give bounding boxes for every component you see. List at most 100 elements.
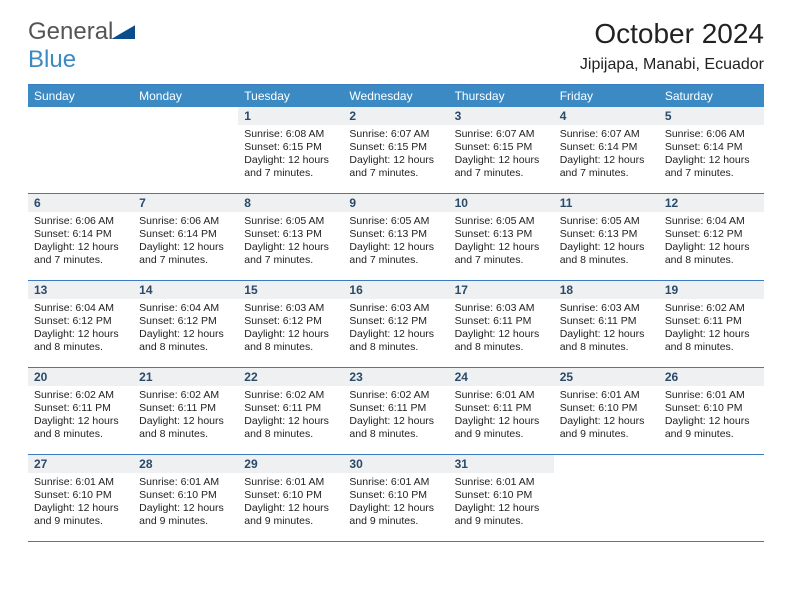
- sunrise-text: Sunrise: 6:01 AM: [139, 476, 232, 489]
- sunrise-text: Sunrise: 6:07 AM: [455, 128, 548, 141]
- daylight-text: Daylight: 12 hours and 8 minutes.: [455, 328, 548, 354]
- sunset-text: Sunset: 6:15 PM: [349, 141, 442, 154]
- daylight-text: Daylight: 12 hours and 9 minutes.: [665, 415, 758, 441]
- logo-triangle-icon: [111, 25, 135, 39]
- sunset-text: Sunset: 6:11 PM: [349, 402, 442, 415]
- day-number: 28: [133, 455, 238, 473]
- sunset-text: Sunset: 6:13 PM: [244, 228, 337, 241]
- sunset-text: Sunset: 6:10 PM: [139, 489, 232, 502]
- week-row: 6Sunrise: 6:06 AMSunset: 6:14 PMDaylight…: [28, 194, 764, 281]
- sunrise-text: Sunrise: 6:02 AM: [244, 389, 337, 402]
- sunrise-text: Sunrise: 6:02 AM: [34, 389, 127, 402]
- day-number: 14: [133, 281, 238, 299]
- daylight-text: Daylight: 12 hours and 9 minutes.: [455, 415, 548, 441]
- daylight-text: Daylight: 12 hours and 8 minutes.: [560, 328, 653, 354]
- day-number: 3: [449, 107, 554, 125]
- day-body: Sunrise: 6:05 AMSunset: 6:13 PMDaylight:…: [554, 212, 659, 272]
- sunrise-text: Sunrise: 6:06 AM: [665, 128, 758, 141]
- daylight-text: Daylight: 12 hours and 7 minutes.: [244, 241, 337, 267]
- day-cell: 3Sunrise: 6:07 AMSunset: 6:15 PMDaylight…: [449, 107, 554, 193]
- day-body: Sunrise: 6:01 AMSunset: 6:10 PMDaylight:…: [659, 386, 764, 446]
- day-body: Sunrise: 6:08 AMSunset: 6:15 PMDaylight:…: [238, 125, 343, 185]
- daylight-text: Daylight: 12 hours and 8 minutes.: [560, 241, 653, 267]
- day-body: Sunrise: 6:04 AMSunset: 6:12 PMDaylight:…: [28, 299, 133, 359]
- day-body: Sunrise: 6:02 AMSunset: 6:11 PMDaylight:…: [28, 386, 133, 446]
- day-body: Sunrise: 6:01 AMSunset: 6:10 PMDaylight:…: [554, 386, 659, 446]
- day-number: 7: [133, 194, 238, 212]
- day-body: Sunrise: 6:03 AMSunset: 6:12 PMDaylight:…: [343, 299, 448, 359]
- day-cell: 29Sunrise: 6:01 AMSunset: 6:10 PMDayligh…: [238, 455, 343, 541]
- sunrise-text: Sunrise: 6:03 AM: [455, 302, 548, 315]
- day-number: 29: [238, 455, 343, 473]
- dayheader: Tuesday: [238, 85, 343, 107]
- daylight-text: Daylight: 12 hours and 9 minutes.: [34, 502, 127, 528]
- day-cell: 17Sunrise: 6:03 AMSunset: 6:11 PMDayligh…: [449, 281, 554, 367]
- daylight-text: Daylight: 12 hours and 8 minutes.: [34, 328, 127, 354]
- calendar: SundayMondayTuesdayWednesdayThursdayFrid…: [28, 84, 764, 542]
- day-number: 31: [449, 455, 554, 473]
- day-number: 11: [554, 194, 659, 212]
- sunrise-text: Sunrise: 6:07 AM: [349, 128, 442, 141]
- day-number: 18: [554, 281, 659, 299]
- daylight-text: Daylight: 12 hours and 7 minutes.: [349, 241, 442, 267]
- day-number: 6: [28, 194, 133, 212]
- sunset-text: Sunset: 6:15 PM: [455, 141, 548, 154]
- sunrise-text: Sunrise: 6:01 AM: [455, 476, 548, 489]
- day-number: 27: [28, 455, 133, 473]
- day-cell: 13Sunrise: 6:04 AMSunset: 6:12 PMDayligh…: [28, 281, 133, 367]
- day-cell: 24Sunrise: 6:01 AMSunset: 6:11 PMDayligh…: [449, 368, 554, 454]
- daylight-text: Daylight: 12 hours and 8 minutes.: [349, 415, 442, 441]
- day-body: Sunrise: 6:01 AMSunset: 6:10 PMDaylight:…: [449, 473, 554, 533]
- day-cell: 16Sunrise: 6:03 AMSunset: 6:12 PMDayligh…: [343, 281, 448, 367]
- day-number: 25: [554, 368, 659, 386]
- day-cell: [28, 107, 133, 193]
- day-cell: 1Sunrise: 6:08 AMSunset: 6:15 PMDaylight…: [238, 107, 343, 193]
- sunset-text: Sunset: 6:10 PM: [34, 489, 127, 502]
- day-body: Sunrise: 6:02 AMSunset: 6:11 PMDaylight:…: [238, 386, 343, 446]
- day-number: 12: [659, 194, 764, 212]
- logo-text-gray: General: [28, 18, 113, 45]
- page-header: General Blue October 2024 Jipijapa, Mana…: [0, 0, 792, 74]
- daylight-text: Daylight: 12 hours and 9 minutes.: [560, 415, 653, 441]
- day-body: Sunrise: 6:01 AMSunset: 6:10 PMDaylight:…: [238, 473, 343, 533]
- day-cell: 28Sunrise: 6:01 AMSunset: 6:10 PMDayligh…: [133, 455, 238, 541]
- day-body: Sunrise: 6:04 AMSunset: 6:12 PMDaylight:…: [133, 299, 238, 359]
- day-body: Sunrise: 6:07 AMSunset: 6:15 PMDaylight:…: [343, 125, 448, 185]
- sunset-text: Sunset: 6:11 PM: [455, 402, 548, 415]
- daylight-text: Daylight: 12 hours and 9 minutes.: [244, 502, 337, 528]
- day-cell: 12Sunrise: 6:04 AMSunset: 6:12 PMDayligh…: [659, 194, 764, 280]
- day-body: Sunrise: 6:02 AMSunset: 6:11 PMDaylight:…: [343, 386, 448, 446]
- sunrise-text: Sunrise: 6:08 AM: [244, 128, 337, 141]
- day-cell: 5Sunrise: 6:06 AMSunset: 6:14 PMDaylight…: [659, 107, 764, 193]
- dayheader-row: SundayMondayTuesdayWednesdayThursdayFrid…: [28, 85, 764, 107]
- location-text: Jipijapa, Manabi, Ecuador: [580, 56, 764, 74]
- sunrise-text: Sunrise: 6:01 AM: [244, 476, 337, 489]
- sunrise-text: Sunrise: 6:02 AM: [349, 389, 442, 402]
- day-body: Sunrise: 6:05 AMSunset: 6:13 PMDaylight:…: [343, 212, 448, 272]
- sunrise-text: Sunrise: 6:04 AM: [665, 215, 758, 228]
- daylight-text: Daylight: 12 hours and 7 minutes.: [665, 154, 758, 180]
- sunset-text: Sunset: 6:14 PM: [560, 141, 653, 154]
- day-body: Sunrise: 6:01 AMSunset: 6:10 PMDaylight:…: [28, 473, 133, 533]
- day-number: 19: [659, 281, 764, 299]
- dayheader: Sunday: [28, 85, 133, 107]
- day-cell: 18Sunrise: 6:03 AMSunset: 6:11 PMDayligh…: [554, 281, 659, 367]
- day-body: Sunrise: 6:01 AMSunset: 6:10 PMDaylight:…: [133, 473, 238, 533]
- dayheader: Wednesday: [343, 85, 448, 107]
- day-number: 5: [659, 107, 764, 125]
- sunrise-text: Sunrise: 6:06 AM: [139, 215, 232, 228]
- day-body: Sunrise: 6:04 AMSunset: 6:12 PMDaylight:…: [659, 212, 764, 272]
- day-cell: 22Sunrise: 6:02 AMSunset: 6:11 PMDayligh…: [238, 368, 343, 454]
- sunset-text: Sunset: 6:10 PM: [665, 402, 758, 415]
- day-body: Sunrise: 6:03 AMSunset: 6:11 PMDaylight:…: [449, 299, 554, 359]
- logo: General Blue: [28, 18, 135, 74]
- sunrise-text: Sunrise: 6:07 AM: [560, 128, 653, 141]
- sunrise-text: Sunrise: 6:06 AM: [34, 215, 127, 228]
- week-row: 13Sunrise: 6:04 AMSunset: 6:12 PMDayligh…: [28, 281, 764, 368]
- daylight-text: Daylight: 12 hours and 9 minutes.: [139, 502, 232, 528]
- day-cell: 20Sunrise: 6:02 AMSunset: 6:11 PMDayligh…: [28, 368, 133, 454]
- daylight-text: Daylight: 12 hours and 7 minutes.: [349, 154, 442, 180]
- day-cell: 15Sunrise: 6:03 AMSunset: 6:12 PMDayligh…: [238, 281, 343, 367]
- sunrise-text: Sunrise: 6:01 AM: [455, 389, 548, 402]
- sunrise-text: Sunrise: 6:05 AM: [244, 215, 337, 228]
